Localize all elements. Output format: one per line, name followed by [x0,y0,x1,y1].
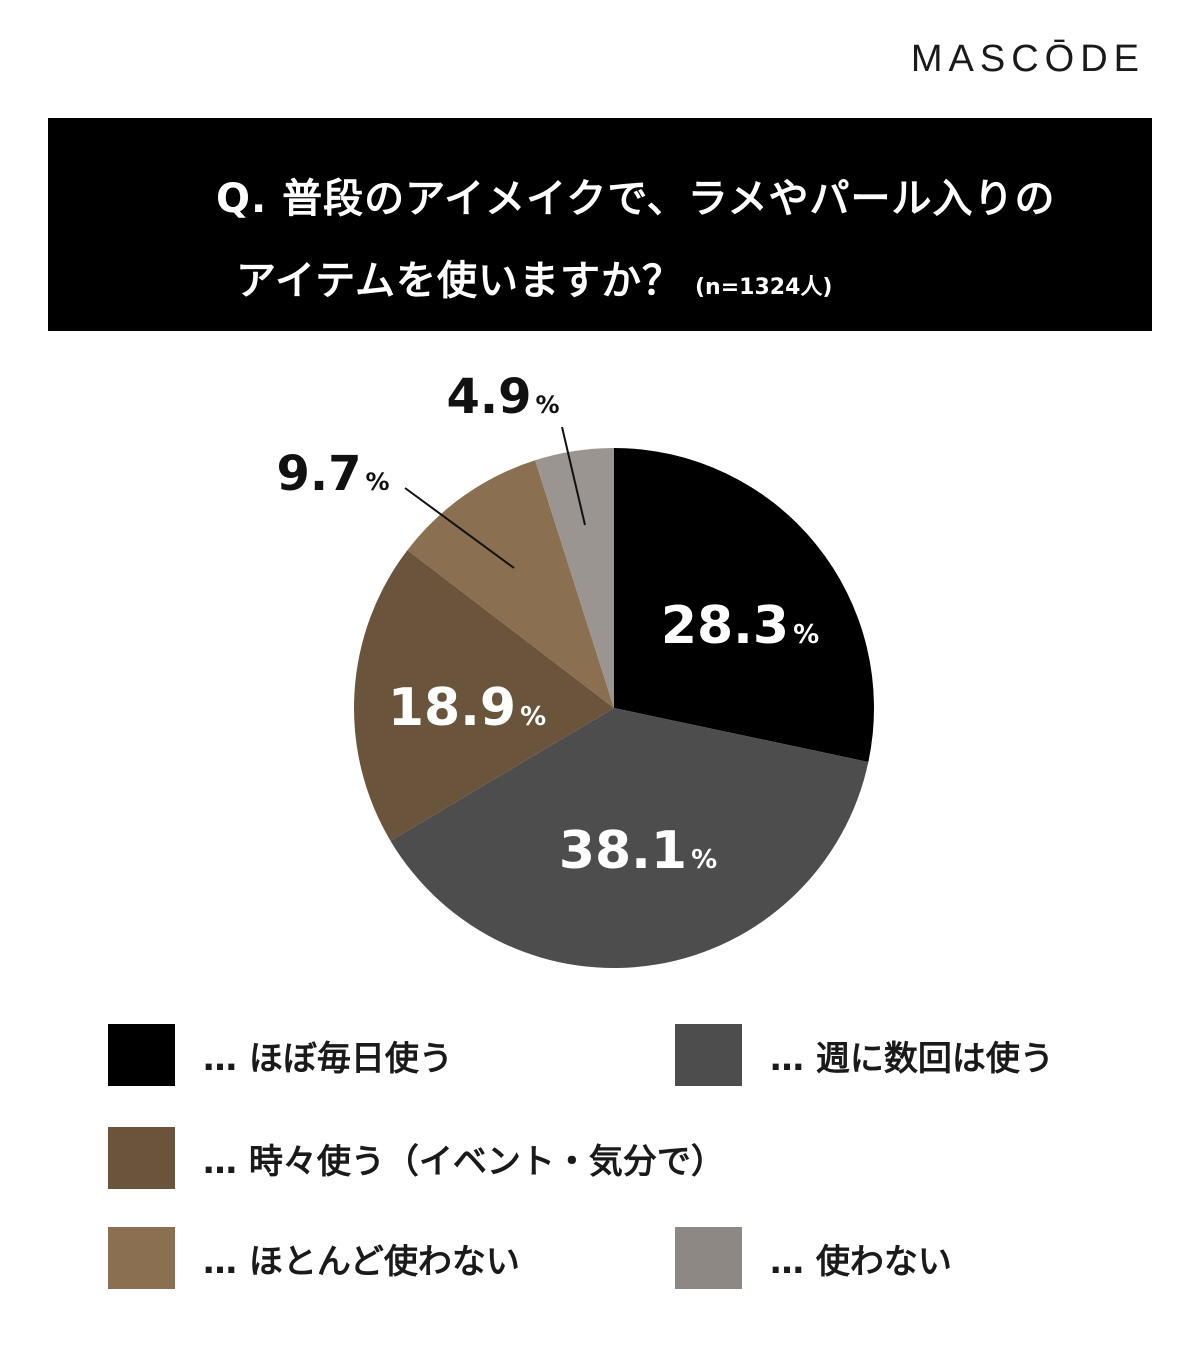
legend-item-never: … 使わない [675,1227,952,1289]
legend-swatch-sometimes [108,1127,175,1189]
legend-item-weekly: … 週に数回は使う [675,1024,1054,1086]
slice-never-leader-line [561,426,586,526]
slice-weekly-value-label: 38.1% [559,821,717,881]
question-line-2: アイテムを使いますか？ (n=1324人) [236,248,832,306]
slice-daily [614,448,875,762]
legend-item-sometimes: … 時々使う（イベント・気分で） [108,1127,725,1189]
slice-rarely-value-label: 9.7% [276,446,389,502]
pie-chart: 28.3 % 38.1 % 18.9 % 9.7 % 4.9% [276,369,875,969]
question-header: Q. 普段のアイメイクで、ラメやパール入りの アイテムを使いますか？ (n=132… [48,118,1152,331]
slice-rarely [407,460,614,708]
legend-swatch-daily [108,1024,175,1086]
legend-item-rarely: … ほとんど使わない [108,1227,520,1289]
legend-label-sometimes: … 時々使う（イベント・気分で） [203,1141,725,1182]
legend-swatch-weekly [675,1024,742,1086]
slice-never [535,448,614,708]
question-line-2-text: アイテムを使いますか？ [236,258,683,304]
legend-label-weekly: … 週に数回は使う [770,1038,1054,1079]
legend-label-rarely: … ほとんど使わない [203,1241,520,1282]
slice-sometimes-value-label: 18.9% [388,678,546,738]
question-line-1: Q. 普段のアイメイクで、ラメやパール入りの [216,176,1056,222]
legend-label-daily: … ほぼ毎日使う [203,1038,453,1079]
sample-size: (n=1324人) [695,275,833,300]
slice-never-value-label: 4.9% [446,369,559,425]
slice-daily-value-label: 28.3% [661,596,819,656]
legend-swatch-rarely [108,1227,175,1289]
legend-item-daily: … ほぼ毎日使う [108,1024,453,1086]
brand-logo: MASCŌDE [910,38,1145,80]
slice-rarely-leader-line [404,487,515,569]
slice-weekly [390,708,869,969]
legend-swatch-never [675,1227,742,1289]
legend-label-never: … 使わない [770,1241,952,1282]
slice-sometimes [354,550,614,841]
